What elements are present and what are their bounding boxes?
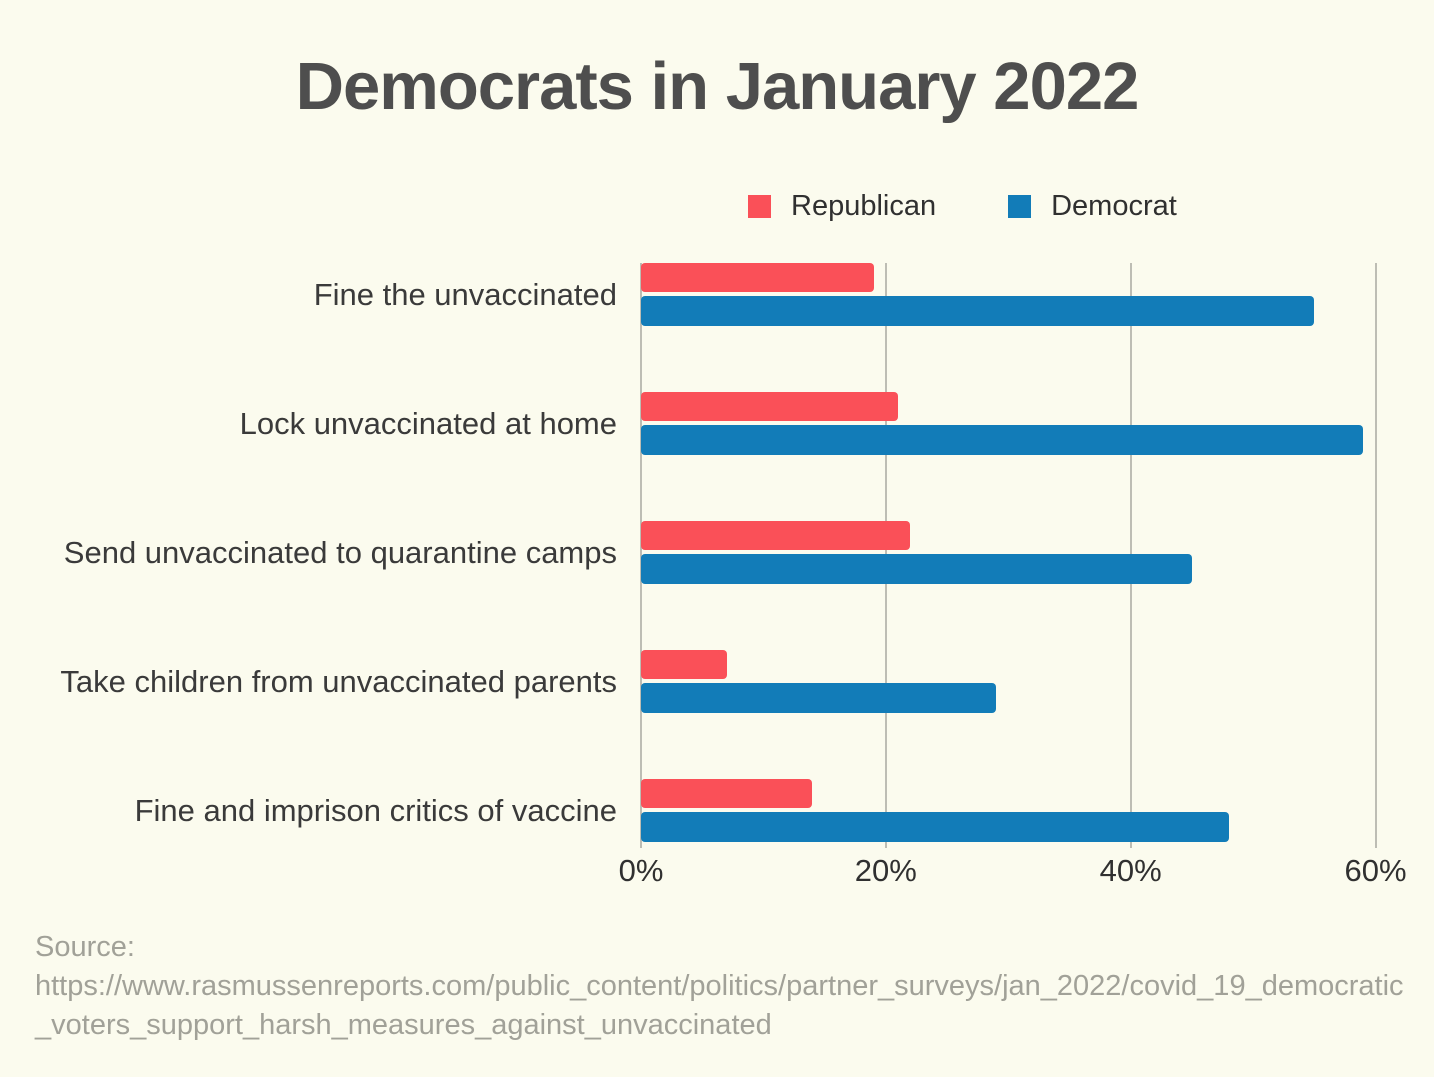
- x-tick-label: 60%: [1344, 853, 1407, 888]
- democrat-bar: [641, 554, 1192, 584]
- republican-bar: [641, 263, 874, 292]
- legend-item-democrat: Democrat: [1008, 190, 1177, 223]
- x-tick-label: 0%: [618, 853, 664, 888]
- source-note: Source: https://www.rasmussenreports.com…: [35, 928, 1410, 1045]
- republican-bar: [641, 392, 899, 421]
- source-url: https://www.rasmussenreports.com/public_…: [35, 969, 1404, 1041]
- legend-label-republican: Republican: [791, 190, 937, 222]
- republican-bar: [641, 779, 813, 808]
- democrat-bar: [641, 812, 1229, 842]
- chart-title: Democrats in January 2022: [295, 49, 1140, 124]
- x-tick-label: 20%: [854, 853, 917, 888]
- source-label: Source:: [35, 931, 135, 963]
- legend-label-democrat: Democrat: [1051, 190, 1177, 222]
- republican-bar: [641, 650, 727, 679]
- category-axis: Fine the unvaccinated Lock unvaccinated a…: [0, 263, 617, 848]
- gridline-60%: [1374, 263, 1377, 848]
- category-label: Lock unvaccinated at home: [239, 405, 617, 441]
- legend-item-republican: Republican: [748, 190, 936, 223]
- republican-bar: [641, 521, 911, 550]
- bar-group: [641, 392, 1400, 455]
- bar-group: [641, 650, 1400, 713]
- bar-group: [641, 779, 1400, 842]
- democrat-bar: [641, 296, 1315, 326]
- category-label: Fine and imprison critics of vaccine: [134, 792, 617, 828]
- category-label: Take children from unvaccinated parents: [60, 663, 617, 699]
- democrat-swatch-icon: [1008, 195, 1032, 218]
- value-axis: 0% 20% 40% 60%: [619, 853, 1407, 895]
- chart-legend: Republican Democrat: [748, 190, 1177, 223]
- bar-group: [641, 263, 1400, 326]
- x-tick-label: 40%: [1099, 853, 1162, 888]
- democrat-bar: [641, 683, 997, 713]
- democrat-bar: [641, 425, 1364, 455]
- plot-area: [640, 263, 1400, 848]
- category-label: Send unvaccinated to quarantine camps: [63, 534, 617, 570]
- category-label: Fine the unvaccinated: [313, 276, 617, 312]
- bar-group: [641, 521, 1400, 584]
- republican-swatch-icon: [748, 195, 771, 218]
